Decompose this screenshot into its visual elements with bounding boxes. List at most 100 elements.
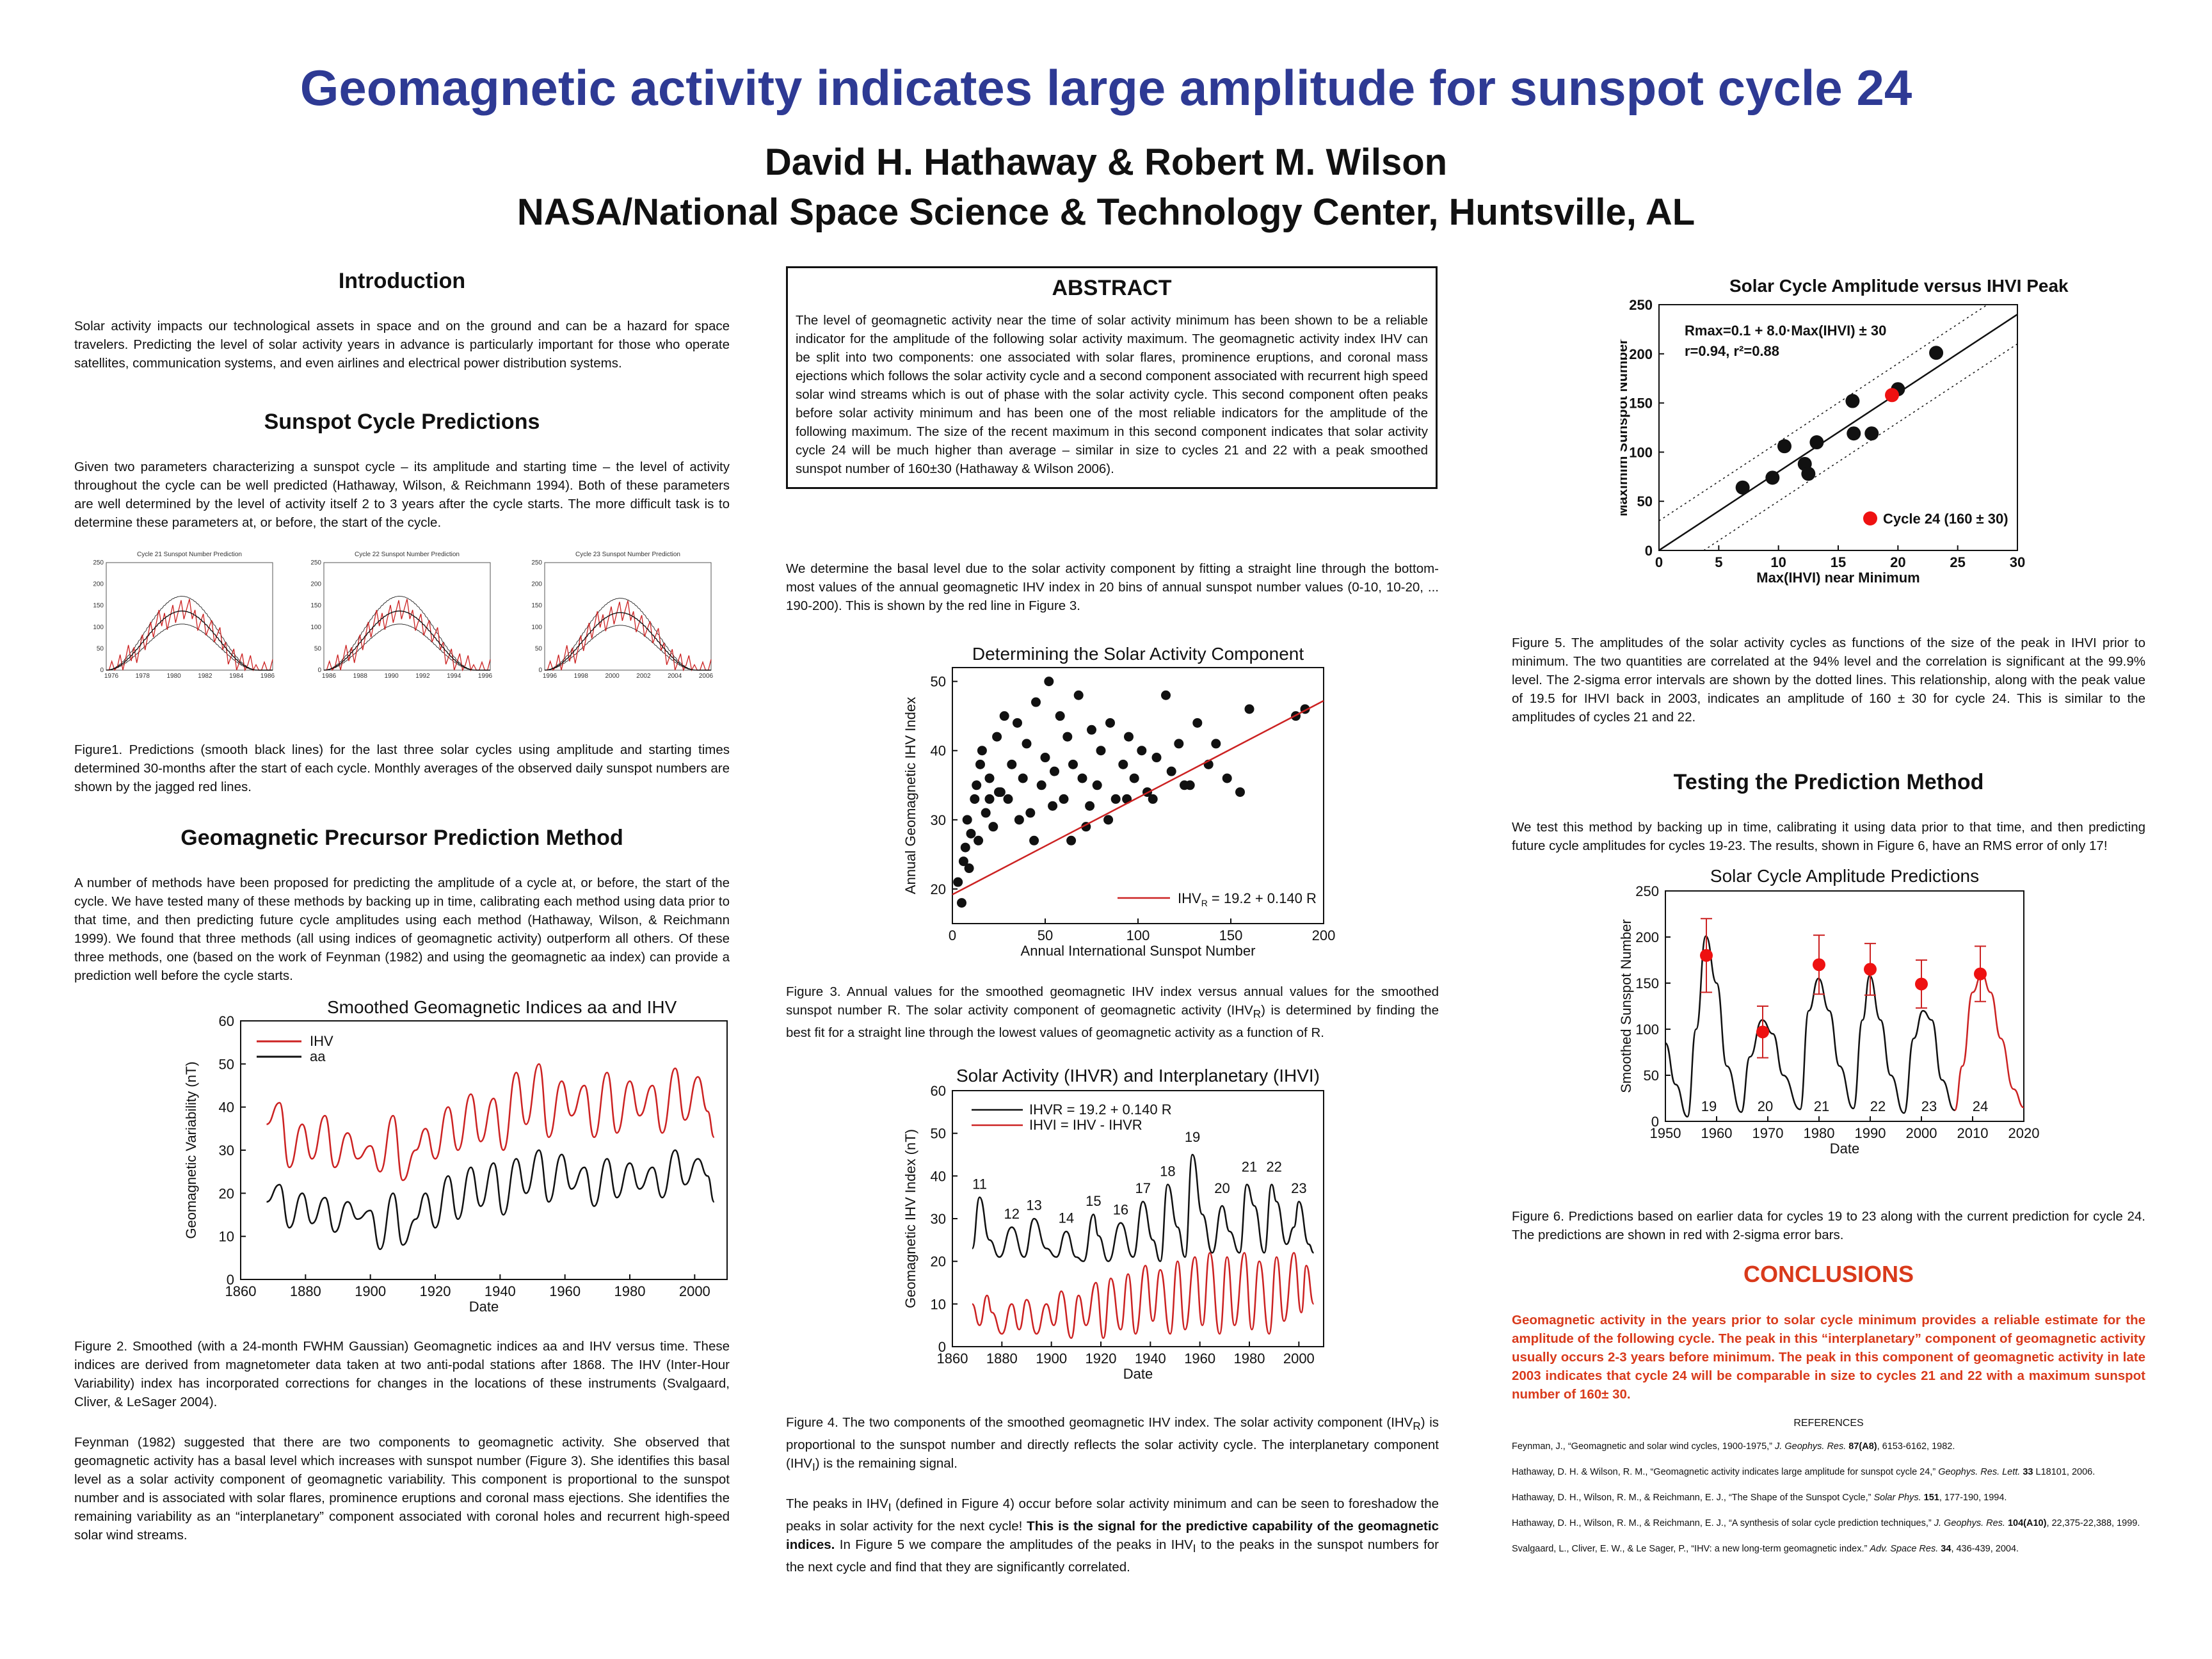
figure-2-caption: Figure 2. Smoothed (with a 24-month FWHM… [74,1339,730,1409]
cycle-label: 20 [1758,1098,1773,1114]
x-axis-label: Date [1123,1366,1153,1382]
cycle-label: 16 [1113,1201,1128,1217]
x-axis-label: Date [1830,1141,1859,1157]
fig1-panel-title: Cycle 21 Sunspot Number Prediction [137,551,242,558]
column-left: Introduction Solar activity impacts our … [74,269,730,1544]
figure-2: Smoothed Geomagnetic Indices aa and IHV 1… [183,998,728,1315]
scatter-point [988,822,998,832]
legend-label: IHVI = IHV - IHVR [1029,1117,1142,1133]
chart-title: Solar Cycle Amplitude versus IHVI Peak [1729,276,2069,296]
y-tick-label: 20 [931,1254,946,1270]
fig1-y-tick-label: 200 [531,581,542,588]
fig1-panel-title: Cycle 22 Sunspot Number Prediction [355,551,460,558]
x-tick-label: 1950 [1650,1125,1681,1141]
x-tick-label: 15 [1831,554,1846,570]
scatter-point [1068,759,1078,769]
y-tick-label: 40 [931,1168,946,1184]
y-tick-label: 200 [1635,929,1659,945]
scatter-point [1018,773,1028,783]
cycle-label: 22 [1266,1159,1281,1175]
fig1-observed-line [545,600,712,671]
y-tick-label: 30 [931,1211,946,1227]
x-tick-label: 1860 [937,1350,968,1366]
scatter-point [1048,801,1058,811]
scatter-point [1192,717,1203,728]
fig1-y-tick-label: 150 [531,602,542,609]
abstract-text: The level of geomagnetic activity near t… [796,313,1428,476]
fig1-y-tick-label: 50 [97,645,104,652]
conclusions-text: Geomagnetic activity in the years prior … [1512,1313,2145,1402]
y-tick-label: 0 [938,1339,946,1355]
scatter-point [984,794,995,804]
scatter-point [1151,753,1162,763]
scatter-point [1073,690,1084,700]
y-tick-label: 250 [1629,297,1653,313]
column-middle: ABSTRACT The level of geomagnetic activi… [786,266,1439,1576]
fig1-x-tick-label: 1982 [198,673,212,680]
scatter-point [1059,794,1069,804]
fig1-panel-title: Cycle 23 Sunspot Number Prediction [575,551,680,558]
x-tick-label: 1990 [1855,1125,1886,1141]
scatter-point [1007,759,1017,769]
x-tick-label: 1980 [614,1283,646,1299]
scatter-point [1809,435,1824,450]
y-tick-label: 0 [1645,543,1653,559]
fig1-x-tick-label: 2002 [636,673,651,680]
scatter-point [1085,801,1095,811]
fig1-y-tick-label: 100 [531,624,542,631]
fig1-x-tick-label: 1998 [574,673,589,680]
x-tick-label: 2010 [1957,1125,1989,1141]
scatter-point [1103,815,1114,825]
fig1-y-tick-label: 250 [93,559,104,566]
cycle-label: 24 [1973,1098,1988,1114]
feynman-text: Feynman (1982) suggested that there are … [74,1435,730,1543]
prediction-point [1813,958,1825,972]
fig1-x-tick-label: 1984 [229,673,244,680]
fig1-y-tick-label: 250 [310,559,321,566]
y-tick-label: 100 [1635,1022,1659,1038]
intro-heading: Introduction [338,269,466,293]
fig1-x-tick-label: 2006 [699,673,714,680]
predicted-cycle-24-line [1953,973,2024,1111]
y-tick-label: 10 [219,1229,234,1245]
series-line-ihvr [971,1153,1315,1263]
scatter-point [1092,780,1102,790]
fig1-x-tick-label: 2000 [605,673,620,680]
scatter-point [1036,780,1046,790]
references-heading: REFERENCES [1793,1418,1864,1429]
scatter-point [1124,732,1134,742]
cycle-label: 14 [1059,1210,1074,1226]
scatter-point [1050,766,1059,776]
x-tick-label: 2020 [2008,1125,2040,1141]
y-tick-label: 200 [1629,346,1653,362]
scatter-point [1244,704,1254,714]
y-tick-label: 40 [931,743,946,759]
intro-text: Solar activity impacts our technological… [74,319,730,371]
x-tick-label: 2000 [1283,1350,1315,1366]
scatter-point [964,863,974,874]
y-tick-label: 30 [931,812,946,828]
scatter-point [1077,773,1087,783]
reference-item: Feynman, J., “Geomagnetic and solar wind… [1512,1441,1955,1452]
scatter-point [957,898,966,908]
x-tick-label: 10 [1770,554,1786,570]
y-tick-label: 60 [219,1013,234,1029]
y-tick-label: 250 [1635,883,1659,899]
x-tick-label: 1960 [549,1283,581,1299]
scatter-point [1864,426,1879,441]
x-tick-label: 25 [1950,554,1965,570]
y-axis-label: Geomagnetic IHV Index (nT) [902,1129,918,1308]
prediction-point [1756,1025,1769,1039]
cycle-label: 21 [1242,1159,1257,1175]
cycle-label: 13 [1026,1198,1041,1214]
observed-sunspot-line [1664,935,1955,1118]
fig1-y-tick-label: 0 [538,667,542,674]
scatter-point [1003,794,1013,804]
figure-1-caption: Figure1. Predictions (smooth black lines… [74,742,730,794]
fit-correlation: r=0.94, r²=0.88 [1685,343,1779,359]
x-tick-label: 1880 [986,1350,1018,1366]
fig1-x-tick-label: 1990 [384,673,399,680]
reference-item: Hathaway, D. H., Wilson, R. M., & Reichm… [1512,1493,2007,1503]
scatter-point [1014,815,1024,825]
figure-3-caption: Figure 3. Annual values for the smoothed… [786,984,1439,1041]
